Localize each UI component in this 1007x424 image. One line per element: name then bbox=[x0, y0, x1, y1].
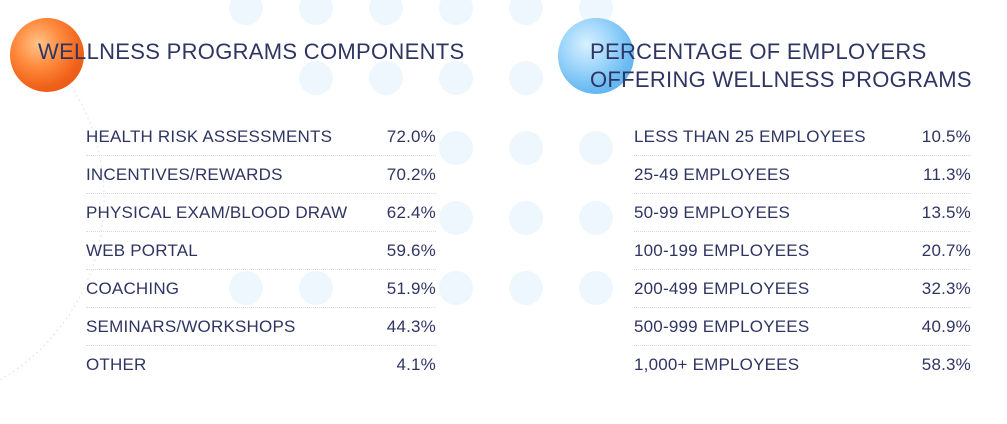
orange-orb-decoration bbox=[10, 18, 84, 92]
row-value: 59.6% bbox=[386, 240, 436, 260]
list-item: 50-99 EMPLOYEES 13.5% bbox=[634, 194, 971, 232]
row-value: 20.7% bbox=[921, 240, 971, 260]
row-label: 50-99 EMPLOYEES bbox=[634, 202, 791, 222]
row-label: 1,000+ EMPLOYEES bbox=[634, 355, 800, 374]
wellness-components-list: HEALTH RISK ASSESSMENTS 72.0% INCENTIVES… bbox=[86, 118, 436, 384]
row-value: 13.5% bbox=[921, 202, 971, 222]
row-label: 25-49 EMPLOYEES bbox=[634, 164, 791, 184]
row-label: 500-999 EMPLOYEES bbox=[634, 316, 810, 336]
list-item: LESS THAN 25 EMPLOYEES 10.5% bbox=[634, 118, 971, 156]
list-item: 500-999 EMPLOYEES 40.9% bbox=[634, 308, 971, 346]
row-value: 72.0% bbox=[386, 126, 436, 146]
row-label: 200-499 EMPLOYEES bbox=[634, 278, 810, 298]
row-value: 70.2% bbox=[386, 164, 436, 184]
row-label: COACHING bbox=[86, 278, 180, 298]
list-item: INCENTIVES/REWARDS 70.2% bbox=[86, 156, 436, 194]
row-value: 11.3% bbox=[923, 164, 971, 184]
wellness-components-panel: WELLNESS PROGRAMS COMPONENTS HEALTH RISK… bbox=[0, 0, 480, 424]
blue-orb-decoration bbox=[558, 18, 634, 94]
employers-offering-title: PERCENTAGE OF EMPLOYERS OFFERING WELLNES… bbox=[590, 38, 990, 94]
row-label: LESS THAN 25 EMPLOYEES bbox=[634, 126, 866, 146]
wellness-components-title: WELLNESS PROGRAMS COMPONENTS bbox=[38, 39, 465, 64]
row-value: 32.3% bbox=[921, 278, 971, 298]
list-item: PHYSICAL EXAM/BLOOD DRAW 62.4% bbox=[86, 194, 436, 232]
list-item: COACHING 51.9% bbox=[86, 270, 436, 308]
row-value: 62.4% bbox=[386, 202, 436, 222]
list-item: 200-499 EMPLOYEES 32.3% bbox=[634, 270, 971, 308]
row-value: 51.9% bbox=[386, 278, 436, 298]
row-value: 10.5% bbox=[921, 126, 971, 146]
list-item: WEB PORTAL 59.6% bbox=[86, 232, 436, 270]
row-value: 58.3% bbox=[921, 355, 971, 374]
row-label: INCENTIVES/REWARDS bbox=[86, 164, 283, 184]
employers-offering-panel: PERCENTAGE OF EMPLOYERS OFFERING WELLNES… bbox=[540, 0, 1007, 424]
row-value: 44.3% bbox=[386, 316, 436, 336]
row-label: HEALTH RISK ASSESSMENTS bbox=[86, 126, 333, 146]
row-value: 40.9% bbox=[921, 316, 971, 336]
list-item: 25-49 EMPLOYEES 11.3% bbox=[634, 156, 971, 194]
list-item: 1,000+ EMPLOYEES 58.3% bbox=[634, 346, 971, 384]
row-label: WEB PORTAL bbox=[86, 240, 198, 260]
row-label: OTHER bbox=[86, 355, 147, 374]
title-line-1: PERCENTAGE OF EMPLOYERS bbox=[590, 39, 927, 64]
list-item: HEALTH RISK ASSESSMENTS 72.0% bbox=[86, 118, 436, 156]
list-item: SEMINARS/WORKSHOPS 44.3% bbox=[86, 308, 436, 346]
row-value: 4.1% bbox=[396, 355, 436, 374]
row-label: PHYSICAL EXAM/BLOOD DRAW bbox=[86, 202, 348, 222]
row-label: SEMINARS/WORKSHOPS bbox=[86, 316, 296, 336]
title-line-2: OFFERING WELLNESS PROGRAMS bbox=[590, 67, 972, 92]
employers-offering-list: LESS THAN 25 EMPLOYEES 10.5% 25-49 EMPLO… bbox=[634, 118, 971, 384]
list-item: 100-199 EMPLOYEES 20.7% bbox=[634, 232, 971, 270]
row-label: 100-199 EMPLOYEES bbox=[634, 240, 810, 260]
list-item: OTHER 4.1% bbox=[86, 346, 436, 384]
